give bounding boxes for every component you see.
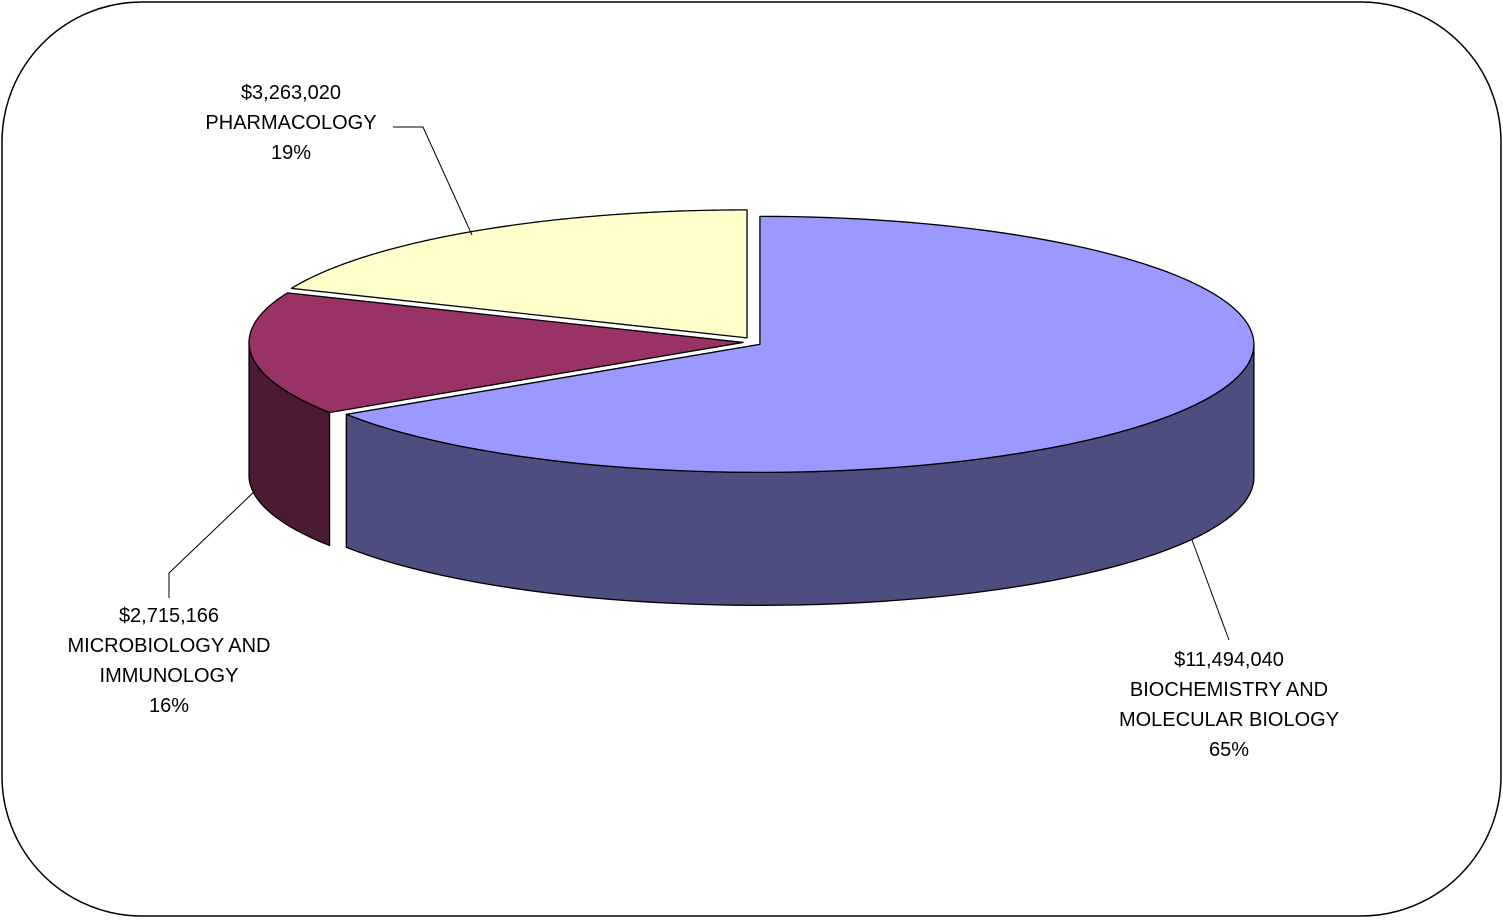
data-label-amount: $11,494,040	[1174, 649, 1284, 671]
leader-line-0	[1191, 539, 1230, 641]
data-label-2: $3,263,020 PHARMACOLOGY 19%	[205, 82, 376, 164]
data-label-percent: 65%	[1209, 739, 1249, 761]
pie-slice-0	[345, 215, 1255, 473]
slices-layer	[248, 209, 1255, 606]
data-label-amount: $3,263,020	[241, 82, 341, 104]
leader-line-2	[393, 126, 473, 236]
pie-slice-2	[290, 209, 748, 339]
data-label-percent: 19%	[271, 142, 311, 164]
leader-lines	[168, 126, 1230, 641]
leader-line-1	[168, 489, 257, 598]
data-label-percent: 16%	[149, 695, 189, 717]
data-label-0: $11,494,040 BIOCHEMISTRY AND MOLECULAR BIO…	[1119, 649, 1339, 761]
data-label-name: IMMUNOLOGY	[100, 665, 239, 687]
data-label-name: MICROBIOLOGY AND	[67, 635, 270, 657]
data-label-1: $2,715,166 MICROBIOLOGY AND IMMUNOLOGY 16%	[67, 605, 270, 717]
data-label-name: PHARMACOLOGY	[205, 112, 376, 134]
data-label-name: MOLECULAR BIOLOGY	[1119, 709, 1339, 731]
data-label-name: BIOCHEMISTRY AND	[1130, 679, 1328, 701]
data-label-amount: $2,715,166	[119, 605, 219, 627]
data-labels: $11,494,040 BIOCHEMISTRY AND MOLECULAR BIO…	[67, 82, 1339, 761]
pie-slice-1	[248, 292, 744, 414]
